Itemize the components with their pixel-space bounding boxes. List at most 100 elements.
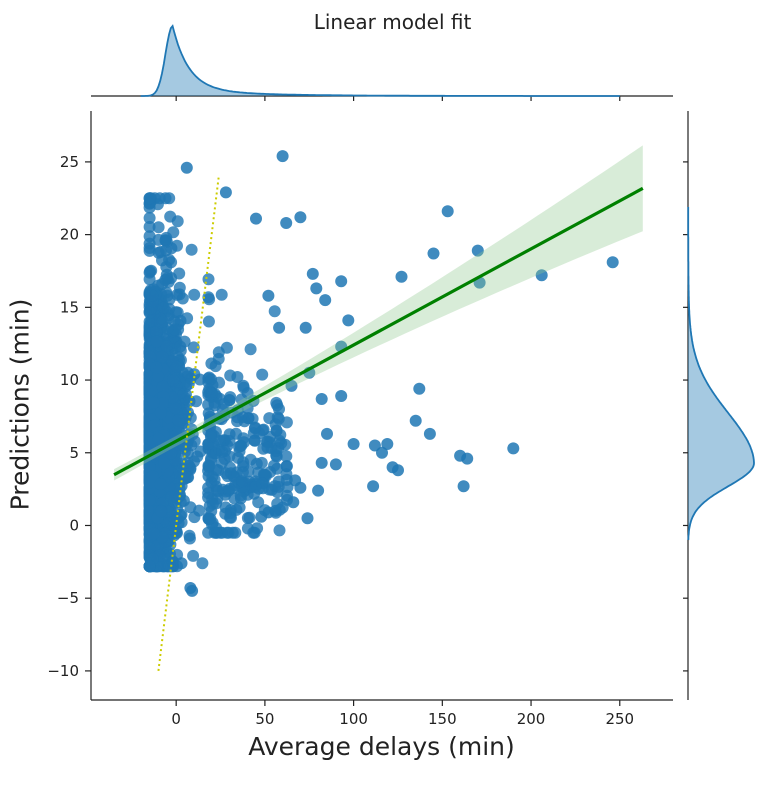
scatter-point-outlier bbox=[262, 289, 275, 302]
scatter-point bbox=[256, 368, 269, 381]
scatter-point bbox=[268, 459, 281, 472]
scatter-point bbox=[170, 306, 182, 319]
scatter-point-outlier bbox=[306, 267, 319, 280]
scatter-point bbox=[171, 239, 183, 252]
scatter-point bbox=[169, 402, 182, 415]
scatter-point bbox=[215, 456, 228, 469]
scatter-point bbox=[230, 427, 242, 440]
y-tick-label: −5 bbox=[57, 589, 79, 607]
scatter-point bbox=[184, 501, 197, 514]
scatter-point-outlier bbox=[180, 161, 193, 174]
scatter-point-outlier bbox=[461, 452, 474, 465]
chart-title: Linear model fit bbox=[313, 10, 472, 34]
x-tick-label: 200 bbox=[517, 710, 546, 728]
scatter-point bbox=[143, 220, 156, 233]
scatter-point bbox=[185, 243, 198, 256]
scatter-point-outlier bbox=[276, 150, 289, 163]
scatter-point bbox=[167, 374, 180, 387]
scatter-point bbox=[152, 246, 165, 259]
scatter-point-outlier bbox=[285, 379, 298, 392]
scatter-point bbox=[236, 475, 249, 488]
scatter-point-outlier bbox=[606, 256, 619, 269]
scatter-point bbox=[158, 457, 171, 470]
scatter-point bbox=[202, 513, 215, 525]
scatter-point bbox=[187, 549, 200, 562]
x-tick-label: 50 bbox=[255, 710, 274, 728]
scatter-point bbox=[202, 315, 215, 328]
scatter-point bbox=[150, 326, 163, 338]
scatter-point bbox=[212, 346, 225, 359]
scatter-point bbox=[188, 288, 201, 301]
scatter-point-outlier bbox=[289, 474, 302, 487]
scatter-point bbox=[234, 440, 247, 452]
scatter-point bbox=[252, 496, 265, 509]
scatter-point bbox=[143, 237, 156, 250]
scatter-point bbox=[202, 273, 215, 286]
regression-line bbox=[113, 186, 644, 477]
scatter-point bbox=[156, 397, 169, 410]
scatter-point-outlier bbox=[471, 244, 484, 257]
scatter-point-outlier bbox=[312, 484, 325, 497]
y-tick-label: −10 bbox=[47, 662, 79, 680]
scatter-point bbox=[156, 315, 169, 328]
y-tick-label: 5 bbox=[69, 444, 79, 462]
y-tick-label: 0 bbox=[69, 516, 79, 534]
scatter-point bbox=[196, 557, 209, 570]
scatter-point-outlier bbox=[255, 510, 268, 523]
scatter-point bbox=[147, 527, 160, 540]
right-marginal-histogram bbox=[688, 205, 754, 540]
scatter-point-outlier bbox=[335, 390, 348, 402]
scatter-point bbox=[215, 288, 228, 301]
scatter-point bbox=[203, 459, 216, 472]
scatter-point bbox=[154, 478, 167, 490]
x-tick-label: 150 bbox=[428, 710, 457, 728]
scatter-point bbox=[147, 396, 160, 409]
scatter-point bbox=[241, 512, 254, 524]
scatter-point-outlier bbox=[315, 393, 328, 405]
scatter-point-outlier bbox=[535, 269, 548, 282]
x-tick-label: 100 bbox=[339, 710, 368, 728]
scatter-point-outlier bbox=[273, 321, 286, 334]
scatter-point-outlier bbox=[329, 458, 342, 471]
scatter-point-outlier bbox=[301, 512, 314, 525]
scatter-point-outlier bbox=[335, 275, 348, 288]
scatter-point bbox=[157, 301, 170, 314]
y-axis-label: Predictions (min) bbox=[5, 298, 35, 511]
x-tick-label: 250 bbox=[605, 710, 634, 728]
scatter-point bbox=[183, 395, 196, 408]
scatter-point-outlier bbox=[342, 314, 355, 327]
scatter-point bbox=[223, 482, 236, 495]
scatter-point bbox=[204, 430, 217, 443]
main-scatter-plot: 0 50 100 150 200 250 −10 −5 0 5 10 15 20 25 bbox=[47, 111, 673, 728]
scatter-point bbox=[152, 432, 165, 445]
scatter-point bbox=[154, 406, 167, 419]
scatter-point bbox=[247, 526, 260, 539]
scatter-point bbox=[273, 524, 286, 537]
scatter-point bbox=[143, 461, 156, 474]
scatter-point bbox=[146, 289, 159, 302]
scatter-point bbox=[143, 192, 156, 205]
scatter-point-outlier bbox=[186, 584, 199, 597]
scatter-point-outlier bbox=[423, 427, 436, 440]
scatter-point bbox=[224, 467, 237, 480]
scatter-point-outlier bbox=[376, 446, 388, 459]
scatter-point-outlier bbox=[294, 211, 307, 224]
scatter-point bbox=[231, 371, 244, 383]
scatter-point bbox=[161, 272, 174, 285]
axis-ticks: 0 50 100 150 200 250 −10 −5 0 5 10 15 20 25 bbox=[47, 153, 634, 728]
scatter-point-outlier bbox=[381, 438, 394, 450]
scatter-point-outlier bbox=[507, 442, 520, 455]
scatter-point bbox=[249, 481, 262, 493]
scatter-point bbox=[237, 460, 250, 473]
scatter-point bbox=[219, 507, 232, 520]
scatter-point bbox=[163, 293, 176, 306]
scatter-point bbox=[182, 366, 194, 379]
scatter-point bbox=[218, 398, 230, 411]
scatter-point bbox=[183, 529, 196, 542]
scatter-point bbox=[280, 450, 293, 463]
scatter-point bbox=[172, 414, 185, 427]
scatter-point-outlier bbox=[409, 414, 422, 427]
scatter-point bbox=[244, 343, 257, 356]
scatter-point bbox=[146, 470, 159, 483]
scatter-point bbox=[156, 350, 169, 363]
